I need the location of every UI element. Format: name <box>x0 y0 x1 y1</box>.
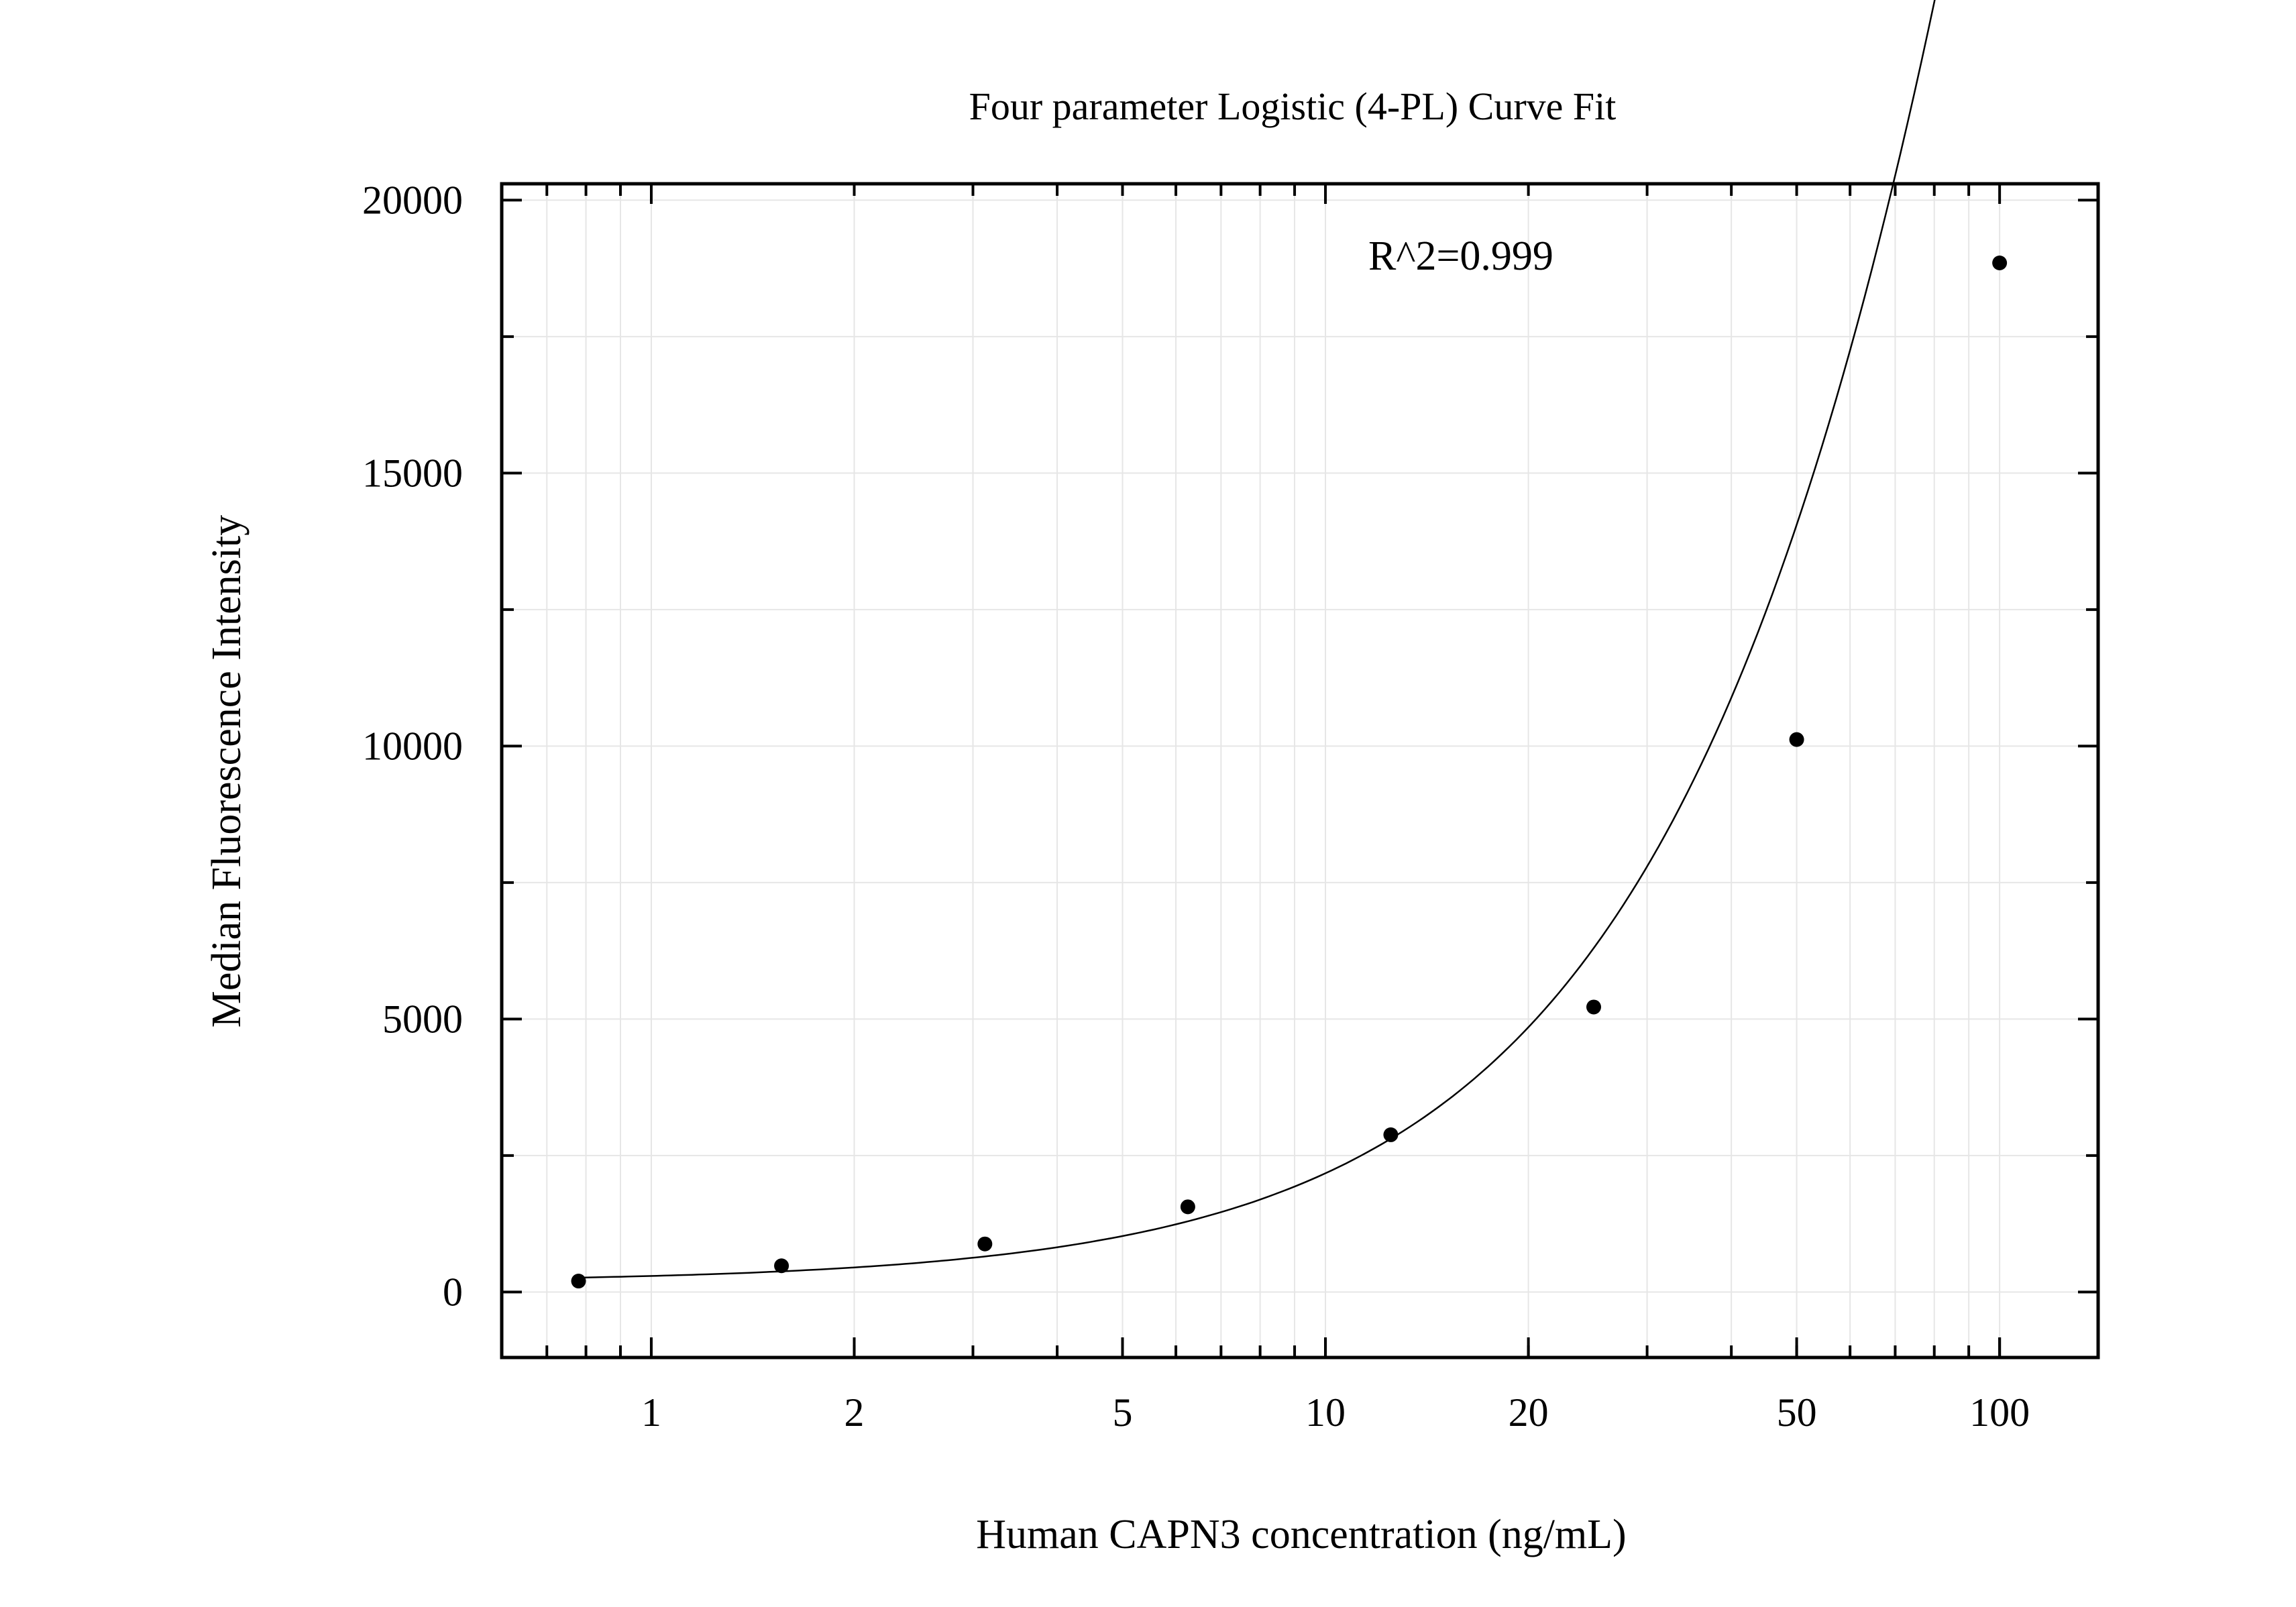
x-tick-label: 10 <box>1305 1390 1346 1435</box>
r-squared-annotation: R^2=0.999 <box>1368 233 1553 279</box>
chart-title: Four parameter Logistic (4-PL) Curve Fit <box>969 85 1617 128</box>
y-tick-label: 10000 <box>362 724 463 768</box>
x-tick-label: 100 <box>1969 1390 2030 1435</box>
data-point <box>1992 256 2008 271</box>
x-tick-label: 1 <box>641 1390 661 1435</box>
data-point <box>1789 732 1804 747</box>
data-point <box>571 1274 586 1289</box>
data-point <box>774 1258 789 1274</box>
y-tick-label: 0 <box>443 1270 463 1314</box>
data-point <box>1383 1127 1399 1142</box>
axis-ticks: 1 2 5 10 20 50 100 0 5000 10000 15000 20000 <box>362 178 2098 1435</box>
plot-frame <box>500 182 2100 1360</box>
y-axis-label: Median Fluorescence Intensity <box>204 515 250 1028</box>
plot-border <box>500 182 2100 1360</box>
grid <box>501 184 2098 1357</box>
y-tick-label: 20000 <box>362 178 463 222</box>
data-points <box>571 256 2008 1289</box>
x-axis-label: Human CAPN3 concentration (ng/mL) <box>976 1512 1626 1557</box>
x-tick-label: 5 <box>1112 1390 1132 1435</box>
x-tick-label: 20 <box>1509 1390 1549 1435</box>
data-point <box>1586 999 1602 1015</box>
fit-curve-layer <box>578 0 1936 1279</box>
data-point <box>1180 1199 1195 1215</box>
x-tick-label: 50 <box>1777 1390 1817 1435</box>
y-tick-label: 15000 <box>362 451 463 495</box>
data-point <box>977 1236 993 1252</box>
x-tick-label: 2 <box>844 1390 865 1435</box>
y-tick-label: 5000 <box>382 997 463 1041</box>
fit-curve <box>578 0 1936 1279</box>
